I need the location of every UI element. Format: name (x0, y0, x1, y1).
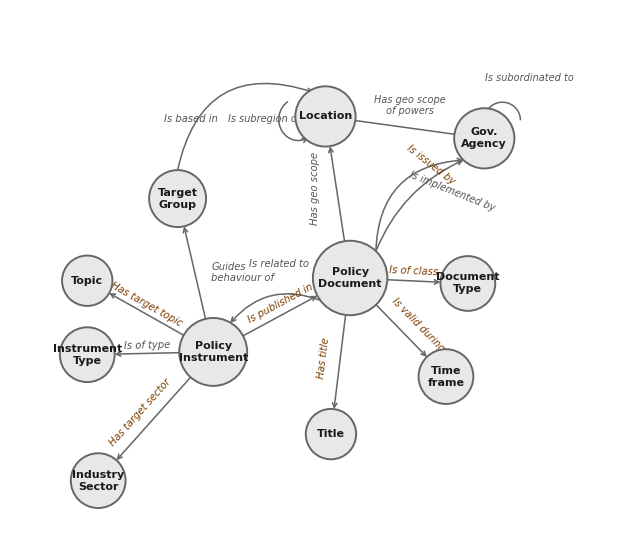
Text: Policy
Document: Policy Document (318, 267, 382, 289)
Circle shape (306, 409, 356, 459)
Text: Gov.
Agency: Gov. Agency (461, 127, 507, 150)
Text: Has target topic: Has target topic (109, 280, 184, 329)
Text: Is related to: Is related to (249, 259, 309, 269)
Text: Instrument
Type: Instrument Type (52, 344, 122, 366)
Text: Location: Location (299, 111, 352, 121)
Circle shape (149, 170, 206, 227)
Text: Is implemented by: Is implemented by (408, 170, 497, 214)
Circle shape (60, 327, 115, 382)
FancyArrowPatch shape (376, 158, 461, 251)
Text: Has title: Has title (316, 336, 331, 379)
Text: Policy
Instrument: Policy Instrument (179, 341, 248, 363)
FancyArrowPatch shape (178, 83, 312, 170)
Circle shape (419, 349, 474, 404)
Text: Has geo scope
of powers: Has geo scope of powers (374, 95, 446, 116)
Text: Topic: Topic (71, 276, 103, 286)
Text: Time
frame: Time frame (428, 366, 465, 388)
Text: Is valid during: Is valid during (390, 296, 446, 354)
Text: Has geo scope: Has geo scope (310, 152, 319, 225)
FancyArrowPatch shape (376, 161, 462, 251)
Text: Industry
Sector: Industry Sector (72, 470, 124, 492)
Text: Title: Title (317, 429, 345, 439)
Text: Is subregion of: Is subregion of (228, 114, 300, 124)
Circle shape (454, 108, 515, 168)
Text: Guides
behaviour of: Guides behaviour of (211, 262, 274, 284)
Circle shape (295, 86, 356, 147)
Text: Target
Group: Target Group (157, 187, 198, 210)
Text: Is issued by: Is issued by (405, 143, 456, 186)
Circle shape (71, 453, 125, 508)
Circle shape (313, 241, 387, 315)
Text: Is based in: Is based in (164, 114, 218, 124)
Circle shape (62, 256, 113, 306)
FancyArrowPatch shape (231, 294, 321, 322)
Text: Is of type: Is of type (124, 340, 170, 351)
Text: Has target sector: Has target sector (108, 376, 172, 448)
Text: Is published in: Is published in (246, 282, 314, 325)
Text: Is of class: Is of class (389, 265, 438, 277)
Text: Is subordinated to: Is subordinated to (485, 73, 574, 83)
Circle shape (440, 256, 495, 311)
Text: Document
Type: Document Type (436, 272, 500, 295)
Circle shape (179, 318, 247, 386)
